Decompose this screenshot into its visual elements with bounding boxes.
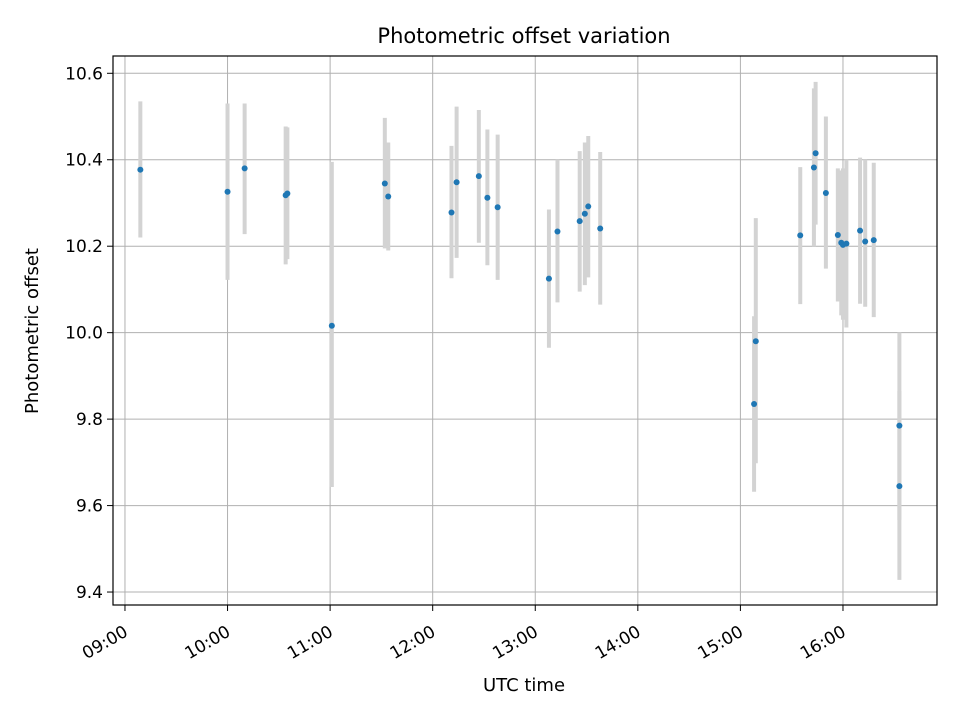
x-tick-label: 13:00	[489, 622, 541, 664]
x-axis-ticks: 09:00 10:00 11:00 12:00 13:00 14:00 15:00 16:00	[79, 605, 849, 664]
chart-title: Photometric offset variation	[377, 24, 670, 48]
data-point	[896, 422, 903, 429]
data-point	[284, 190, 291, 197]
data-point	[484, 194, 491, 201]
x-tick-label: 10:00	[182, 622, 234, 664]
x-tick-label: 12:00	[387, 622, 439, 664]
data-point	[585, 203, 592, 210]
x-tick-label: 15:00	[694, 622, 746, 664]
data-point	[137, 166, 144, 173]
data-point	[810, 164, 817, 171]
data-point	[752, 338, 759, 345]
data-points	[137, 150, 903, 490]
data-point	[581, 210, 588, 217]
y-axis-label: Photometric offset	[22, 248, 43, 414]
data-point	[385, 193, 392, 200]
data-point	[494, 204, 501, 211]
y-tick-label: 10.0	[65, 324, 103, 344]
data-point	[797, 232, 804, 239]
data-point	[751, 400, 758, 407]
data-point	[328, 322, 335, 329]
data-point	[870, 237, 877, 244]
data-point	[862, 238, 869, 245]
y-axis-ticks: 9.4 9.6 9.8 10.0 10.2 10.4 10.6	[65, 64, 113, 603]
data-point	[554, 228, 561, 235]
data-point	[822, 190, 829, 197]
y-tick-label: 9.8	[76, 410, 103, 430]
data-point	[453, 179, 460, 186]
data-point	[812, 150, 819, 157]
data-point	[843, 240, 850, 247]
y-tick-label: 9.6	[76, 497, 103, 517]
y-tick-label: 10.2	[65, 237, 103, 257]
x-tick-label: 14:00	[592, 622, 644, 664]
y-tick-label: 10.6	[65, 64, 103, 84]
plot-frame	[112, 55, 938, 606]
data-point	[381, 180, 388, 187]
data-point	[448, 209, 455, 216]
data-point	[834, 231, 841, 238]
data-point	[896, 483, 903, 490]
data-point	[857, 227, 864, 234]
data-point	[576, 218, 583, 225]
data-point	[545, 275, 552, 282]
data-point	[224, 188, 231, 195]
data-point	[475, 173, 482, 180]
y-tick-label: 9.4	[76, 583, 103, 603]
x-tick-label: 11:00	[284, 622, 336, 664]
x-tick-label: 09:00	[79, 622, 131, 664]
data-point	[241, 165, 248, 172]
x-tick-label: 16:00	[797, 622, 849, 664]
data-point	[597, 225, 604, 232]
x-axis-label: UTC time	[483, 675, 565, 696]
y-tick-label: 10.4	[65, 151, 103, 171]
